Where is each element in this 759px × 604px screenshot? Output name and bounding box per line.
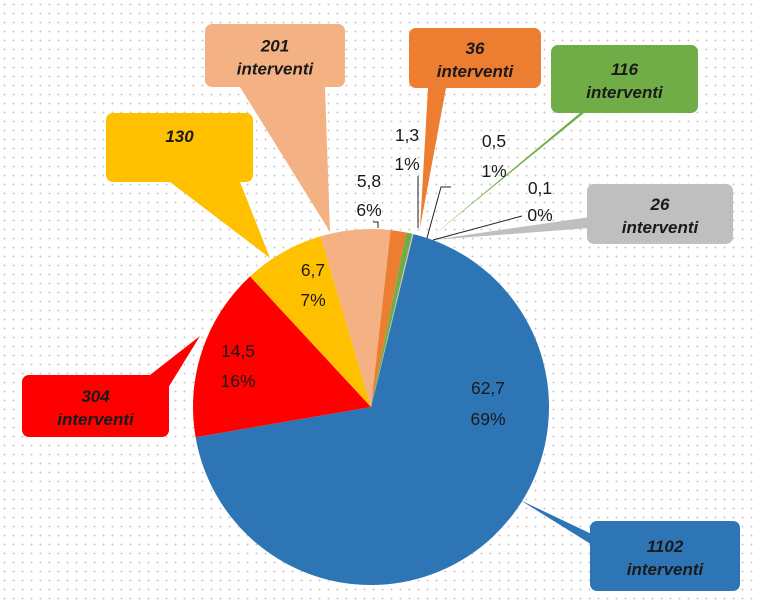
- callout-count-6: 26: [650, 195, 670, 214]
- callout-pointer-1: [150, 336, 200, 388]
- pie-slice-0: [195, 234, 550, 586]
- callout-count-1: 304: [81, 387, 110, 406]
- callout-unit-4: interventi: [437, 62, 515, 81]
- slice-labels: 62,7 69% 14,5 16% 6,7 7% 5,8 6% 1,3 1% 0,5 1% 0,1 0%: [220, 125, 552, 429]
- data-label-percent-1: 16%: [220, 371, 255, 391]
- callout-count-2: 130: [165, 127, 194, 146]
- data-label-percent-6: 0%: [527, 205, 552, 225]
- callout-pointer-4: [420, 88, 446, 228]
- pie-slice-1: [193, 276, 371, 438]
- data-label-value-0: 62,7: [471, 378, 505, 398]
- callout-count-4: 36: [466, 39, 485, 58]
- callout-count-3: 201: [260, 37, 289, 56]
- data-label-value-3: 5,8: [357, 171, 381, 191]
- pie-slice-2: [250, 236, 371, 407]
- data-label-value-5: 0,5: [482, 131, 506, 151]
- callout-unit-1: interventi: [57, 410, 135, 429]
- leader-line-2: [426, 186, 451, 239]
- pie-slices: [193, 229, 550, 586]
- callout-pointer-3: [240, 87, 330, 232]
- data-label-percent-2: 7%: [300, 290, 325, 310]
- data-label-value-2: 6,7: [301, 260, 325, 280]
- data-label-value-4: 1,3: [395, 125, 419, 145]
- leader-line-0: [373, 221, 379, 228]
- callout-box-4: [409, 28, 541, 88]
- data-label-value-6: 0,1: [528, 178, 552, 198]
- pie-slice-6: [371, 233, 414, 407]
- callout-box-0: [590, 521, 740, 591]
- callout-count-0: 1102: [647, 537, 684, 556]
- callout-box-3: [205, 24, 345, 87]
- data-label-value-1: 14,5: [221, 341, 255, 361]
- pie-slice-5: [371, 232, 413, 407]
- leader-line-3: [432, 215, 523, 241]
- data-label-percent-0: 69%: [470, 409, 505, 429]
- callouts: 1102 interventi 304 interventi 130 201 interve…: [22, 24, 740, 591]
- callout-pointer-2: [170, 182, 270, 258]
- callout-unit-0: interventi: [627, 560, 705, 579]
- pie-slice-4: [371, 230, 407, 407]
- callout-pointer-0: [520, 500, 610, 556]
- callout-pointer-6: [432, 217, 590, 240]
- callout-box-5: [551, 45, 698, 113]
- callout-count-5: 116: [611, 60, 639, 79]
- callout-pointer-5: [430, 100, 600, 238]
- callout-unit-5: interventi: [586, 83, 664, 102]
- callout-unit-6: interventi: [622, 218, 700, 237]
- callout-box-1: [22, 375, 169, 437]
- callout-unit-3: interventi: [237, 60, 315, 79]
- data-label-percent-4: 1%: [394, 154, 419, 174]
- data-label-percent-5: 1%: [481, 161, 506, 181]
- leader-lines: [373, 176, 523, 241]
- data-label-percent-3: 6%: [356, 200, 381, 220]
- callout-box-2: [106, 113, 253, 182]
- callout-box-6: [587, 184, 733, 244]
- pie-slice-3: [320, 229, 391, 407]
